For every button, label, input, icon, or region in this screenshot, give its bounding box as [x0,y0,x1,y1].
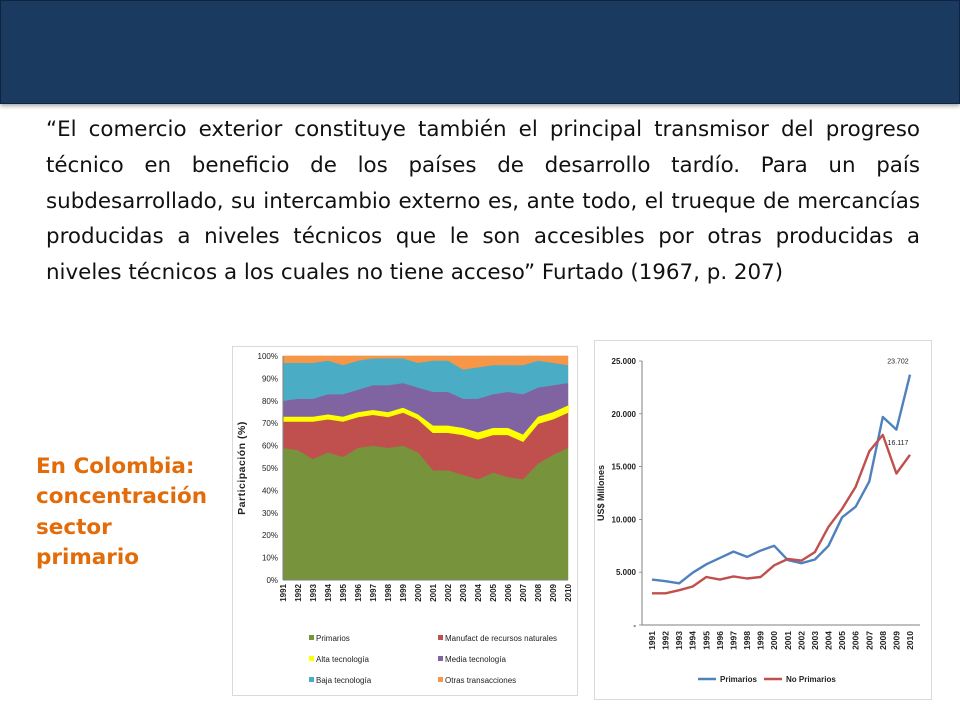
x-tick-label: 1991 [647,631,657,650]
x-tick-label: 2006 [851,631,861,650]
colombia-label-line-3: sector [36,514,112,540]
x-tick-label: 2005 [489,583,498,601]
x-tick-label: 2007 [864,631,874,650]
x-tick-label: 2000 [414,583,423,601]
y-tick-label: 0% [266,576,278,585]
x-tick-label: 1991 [279,583,288,601]
x-tick-label: 1997 [369,583,378,601]
legend-label: Primarios [720,675,757,684]
y-tick-label: 100% [258,352,278,361]
chart-frame [594,340,932,700]
legend-swatch [309,635,314,640]
x-tick-label: 1997 [728,631,738,650]
x-tick-label: 2010 [905,631,915,650]
legend-label: Otras transacciones [445,676,516,685]
x-tick-label: 1992 [294,583,303,601]
y-tick-label: - [633,621,636,630]
x-tick-label: 2009 [549,583,558,601]
line-series [652,433,911,595]
y-tick-label: 10.000 [612,515,637,524]
x-tick-label: 1999 [399,583,408,601]
legend-label: Manufact de recursos naturales [445,634,557,643]
legend-swatch [438,635,443,640]
x-tick-label: 2004 [474,583,483,601]
x-tick-label: 2004 [824,631,834,650]
x-tick-label: 2003 [810,631,820,650]
legend-swatch [309,656,314,661]
y-tick-label: 20% [262,531,278,540]
x-tick-label: 2009 [891,631,901,650]
y-tick-label: 40% [262,486,278,495]
legend-swatch [309,677,314,682]
line-series [651,374,912,585]
title-banner [0,0,960,104]
y-axis-label: US$ Millones [596,465,606,521]
y-tick-label: 15.000 [612,463,637,472]
x-tick-label: 1993 [309,583,318,601]
x-tick-label: 2000 [769,631,779,650]
x-tick-label: 1994 [324,583,333,601]
x-tick-label: 2005 [837,631,847,650]
x-tick-label: 1995 [701,631,711,650]
export-share-area-chart: 0% 10% 20% 30% 40% 50% 60% 70% 80% 90% 100% 1991 199… [232,346,578,696]
y-tick-label: 30% [262,509,278,518]
y-tick-label: 25.000 [612,357,637,366]
x-tick-label: 1993 [674,631,684,650]
legend-label: No Primarios [786,675,836,684]
x-tick-label: 2006 [504,583,513,601]
x-tick-label: 2002 [444,583,453,601]
x-tick-label: 1999 [756,631,766,650]
y-axis-label: Participación (%) [236,421,248,515]
legend-label: Media tecnología [445,655,506,664]
y-tick-label: 70% [262,419,278,428]
y-tick-label: 50% [262,464,278,473]
y-tick-label: 5.000 [616,568,637,577]
area-series [282,355,569,370]
data-label: 16.117 [888,440,909,447]
x-tick-label: 2008 [534,583,543,601]
y-tick-label: 10% [262,554,278,563]
x-tick-label: 2007 [519,583,528,601]
legend-swatch [438,656,443,661]
x-tick-label: 1996 [715,631,725,650]
x-tick-label: 1996 [354,583,363,601]
x-tick-label: 1998 [742,631,752,650]
furtado-quote: “El comercio exterior constituye también… [46,117,920,286]
x-tick-label: 2008 [878,631,888,650]
x-tick-label: 2001 [783,631,793,650]
y-tick-label: 80% [262,397,278,406]
colombia-label-line-1: En Colombia: [36,454,195,479]
y-tick-label: 90% [262,374,278,383]
y-tick-label: 20.000 [612,410,637,419]
colombia-label-line-4: primario [36,545,140,571]
legend-label: Alta tecnología [316,655,369,664]
x-tick-label: 2002 [796,631,806,650]
x-tick-label: 2010 [564,583,573,601]
legend-swatch [438,677,443,682]
x-tick-label: 1992 [661,631,671,650]
x-tick-label: 1994 [688,631,698,650]
legend-label: Baja tecnología [316,676,372,685]
x-tick-label: 1995 [339,583,348,601]
y-tick-label: 60% [262,442,278,451]
legend-label: Primarios [316,634,350,643]
x-tick-label: 2003 [459,583,468,601]
x-tick-label: 1998 [384,583,393,601]
x-tick-label: 2001 [429,583,438,601]
colombia-label-line-2: concentración [36,484,208,510]
data-label: 23.702 [887,359,909,366]
colombia-label: En Colombia: concentración sector primar… [36,452,236,574]
